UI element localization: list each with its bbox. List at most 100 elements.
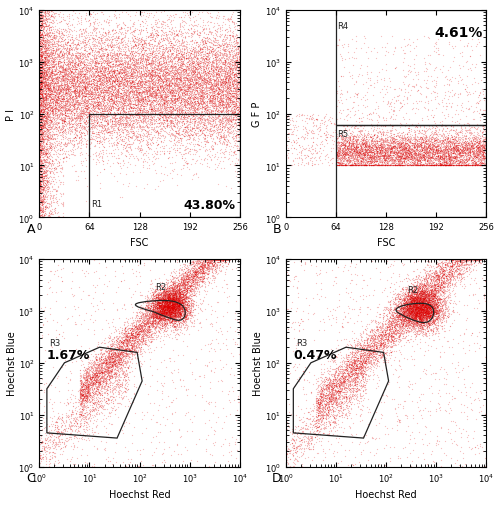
Point	[378, 339, 386, 347]
Point	[230, 74, 238, 82]
Point	[154, 130, 162, 138]
Point	[352, 77, 360, 85]
Point	[376, 342, 384, 350]
Point	[43, 127, 51, 135]
Point	[44, 32, 52, 40]
Point	[396, 156, 404, 164]
Point	[181, 310, 189, 318]
Point	[36, 30, 44, 38]
Point	[58, 73, 66, 81]
Point	[350, 140, 358, 148]
Point	[382, 306, 390, 314]
Point	[85, 136, 93, 144]
Point	[440, 286, 448, 294]
Point	[444, 314, 452, 322]
Point	[66, 13, 74, 21]
Point	[317, 392, 325, 400]
Point	[76, 66, 84, 74]
Point	[342, 358, 350, 366]
Point	[430, 305, 438, 313]
Point	[406, 449, 414, 458]
Point	[404, 162, 412, 170]
Point	[155, 89, 163, 97]
Point	[214, 71, 222, 79]
Point	[412, 313, 420, 321]
Point	[424, 271, 432, 279]
Point	[96, 53, 104, 61]
Point	[416, 321, 424, 329]
Point	[150, 88, 158, 96]
Point	[112, 69, 120, 77]
Point	[236, 74, 244, 82]
Point	[312, 401, 320, 409]
Point	[90, 407, 98, 415]
Point	[184, 284, 192, 292]
Point	[414, 297, 422, 305]
Point	[90, 94, 98, 103]
Point	[42, 140, 50, 148]
Point	[110, 54, 118, 62]
Point	[218, 106, 226, 114]
Point	[42, 206, 50, 214]
Point	[180, 281, 188, 289]
Point	[153, 301, 161, 309]
Point	[457, 408, 465, 416]
Point	[119, 80, 127, 88]
Point	[441, 139, 449, 147]
Point	[347, 364, 355, 372]
Point	[203, 262, 211, 270]
Point	[186, 290, 194, 298]
Point	[152, 287, 160, 295]
Point	[346, 144, 354, 153]
Point	[225, 94, 233, 103]
Point	[465, 150, 473, 158]
Point	[422, 300, 430, 308]
Point	[64, 77, 72, 85]
Point	[419, 298, 427, 307]
Point	[175, 88, 183, 96]
Point	[80, 394, 88, 402]
Point	[178, 64, 186, 72]
Point	[324, 357, 332, 365]
Point	[115, 85, 123, 93]
Point	[470, 142, 478, 150]
Point	[202, 290, 209, 298]
Point	[40, 123, 48, 131]
Point	[49, 58, 57, 66]
Point	[109, 99, 117, 107]
Point	[171, 290, 179, 298]
Point	[140, 339, 148, 347]
Point	[443, 256, 451, 264]
Point	[228, 39, 236, 47]
Point	[390, 137, 398, 145]
Point	[118, 93, 126, 101]
Point	[418, 321, 426, 329]
Point	[37, 44, 45, 53]
Point	[406, 282, 414, 290]
Point	[463, 256, 471, 264]
Point	[447, 148, 455, 157]
Point	[404, 325, 411, 333]
Point	[124, 355, 132, 363]
Point	[106, 355, 114, 363]
Point	[414, 152, 422, 160]
Point	[182, 274, 190, 282]
Point	[67, 410, 75, 418]
Point	[80, 350, 88, 358]
Point	[126, 339, 134, 347]
Point	[165, 86, 173, 94]
Point	[452, 256, 460, 264]
Point	[124, 93, 132, 102]
Point	[92, 376, 100, 384]
Point	[124, 94, 132, 103]
Point	[416, 98, 424, 106]
Point	[410, 155, 418, 163]
Point	[154, 303, 162, 311]
Point	[416, 284, 424, 292]
Point	[356, 146, 364, 155]
Point	[126, 55, 134, 63]
Point	[42, 24, 50, 32]
Point	[170, 306, 177, 314]
Point	[105, 352, 113, 361]
Point	[161, 421, 169, 429]
